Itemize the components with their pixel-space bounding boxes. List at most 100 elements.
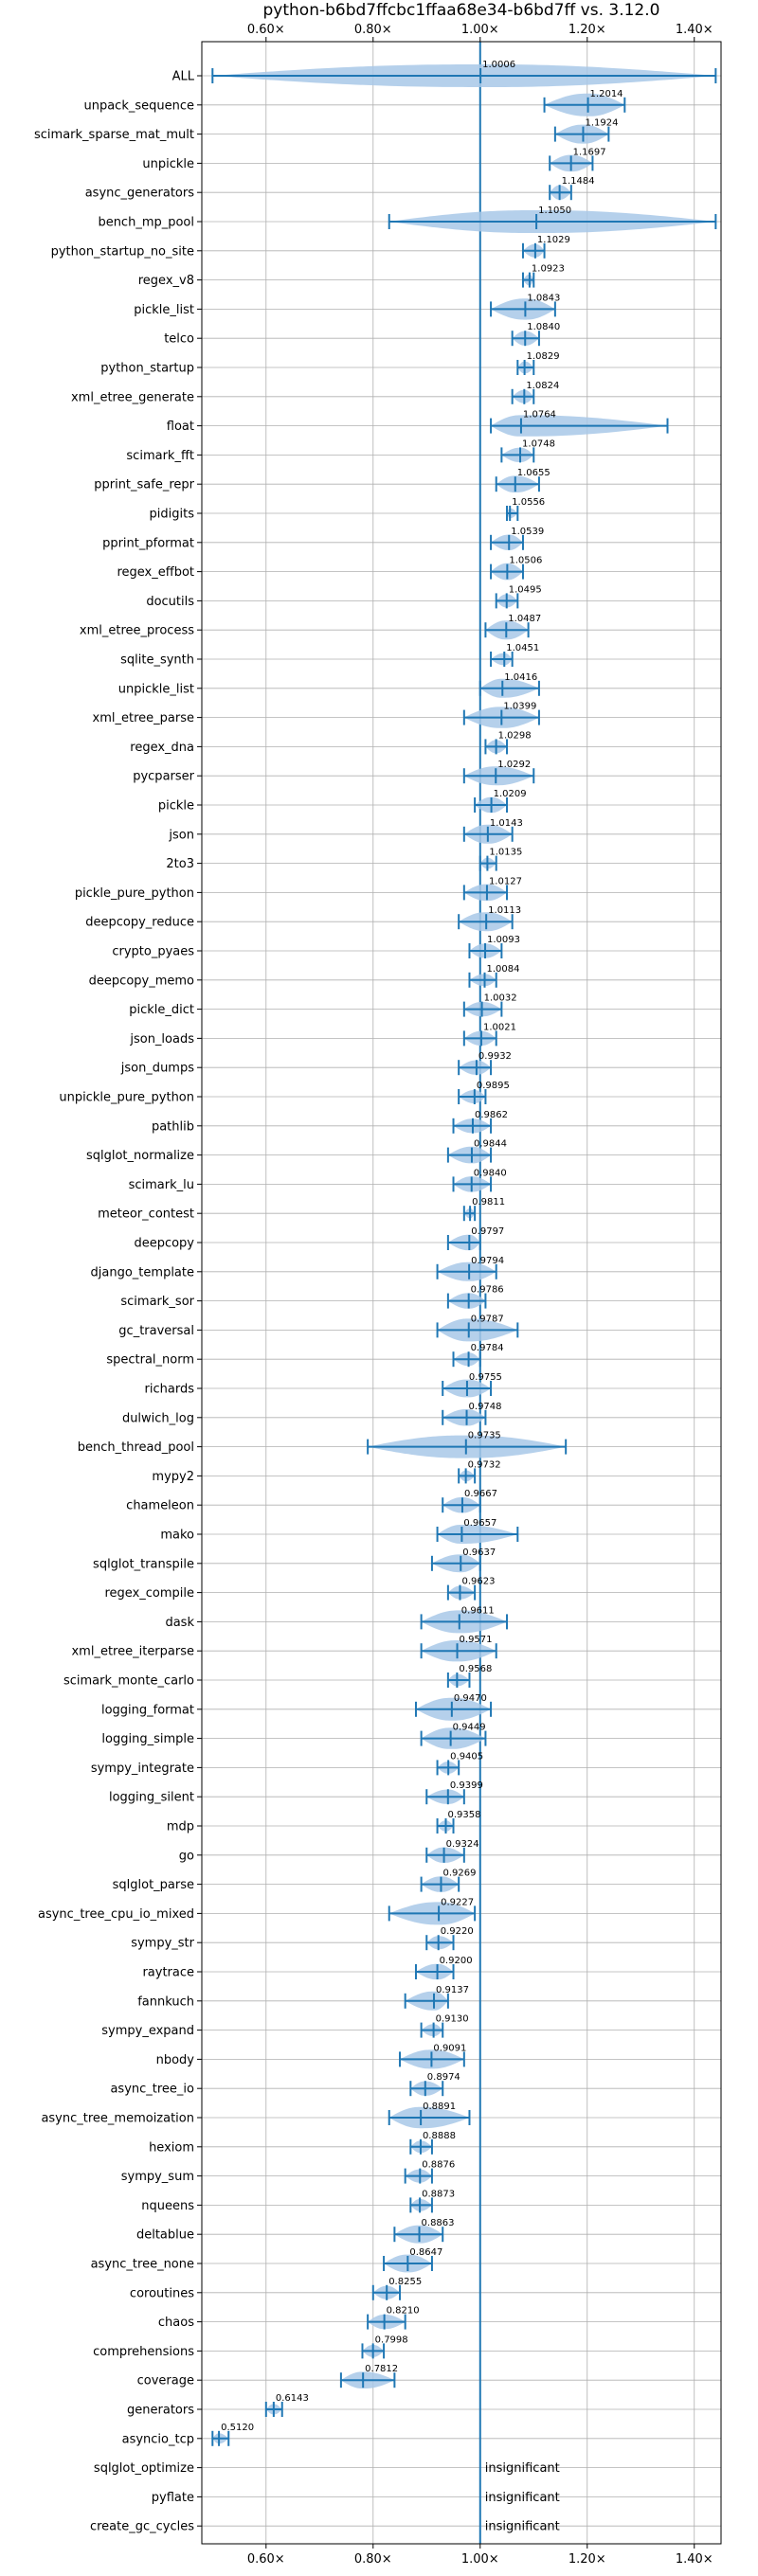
category-label: logging_simple xyxy=(101,1732,194,1746)
value-label: 0.8647 xyxy=(409,2247,442,2258)
value-label: 0.9844 xyxy=(474,1139,507,1150)
category-label: asyncio_tcp xyxy=(122,2432,194,2446)
category-labels: ALL unpack_sequence scimark_sparse_mat_mul… xyxy=(34,70,202,2534)
value-label: 1.1029 xyxy=(537,235,570,245)
category-label: sqlglot_transpile xyxy=(93,1557,194,1571)
category-label: async_tree_io xyxy=(110,2083,194,2097)
category-label: mdp xyxy=(167,1820,194,1834)
category-label: pidigits xyxy=(150,508,195,522)
category-label: django_template xyxy=(91,1265,194,1279)
category-label: xml_etree_parse xyxy=(93,711,194,725)
value-label: 1.0127 xyxy=(489,876,522,886)
value-label: 0.9786 xyxy=(471,1285,504,1296)
x-tick-label-bottom: 0.60× xyxy=(247,2552,285,2567)
value-label: 0.8255 xyxy=(388,2277,422,2287)
category-label: async_generators xyxy=(85,187,195,201)
category-label: coroutines xyxy=(130,2286,194,2300)
value-label: 1.0093 xyxy=(487,935,520,945)
category-label: coverage xyxy=(137,2374,194,2388)
category-label: json_dumps xyxy=(120,1062,194,1076)
violins xyxy=(212,64,716,2444)
category-label: nqueens xyxy=(141,2199,194,2213)
category-label: float xyxy=(167,420,194,434)
value-label: 0.6143 xyxy=(276,2393,309,2404)
category-label: ALL xyxy=(172,70,195,84)
insignificant-label: insignificant xyxy=(485,2461,560,2476)
value-label: 0.8210 xyxy=(387,2306,420,2317)
value-label: 0.9787 xyxy=(471,1314,504,1324)
category-label: sqlglot_parse xyxy=(113,1878,194,1892)
value-label: 0.5120 xyxy=(221,2423,254,2433)
category-label: telco xyxy=(164,332,194,347)
category-label: sympy_sum xyxy=(121,2170,194,2184)
value-label: 0.8873 xyxy=(422,2189,455,2199)
category-label: pyflate xyxy=(152,2491,194,2505)
value-label: 1.0923 xyxy=(532,264,565,275)
value-label: 0.9358 xyxy=(448,1810,481,1820)
category-label: raytrace xyxy=(142,1966,194,1980)
value-label: 0.9748 xyxy=(469,1402,502,1412)
value-label: 1.0113 xyxy=(488,905,521,916)
category-label: pickle_dict xyxy=(129,1003,194,1017)
value-label: 0.9784 xyxy=(471,1343,504,1353)
category-label: mypy2 xyxy=(152,1470,194,1484)
value-label: 0.9797 xyxy=(471,1226,504,1237)
category-label: bench_thread_pool xyxy=(78,1440,194,1455)
value-label: 0.8863 xyxy=(422,2218,455,2228)
value-label: 1.0135 xyxy=(489,848,522,858)
value-label: 0.9862 xyxy=(475,1110,508,1120)
value-label: 0.8888 xyxy=(423,2131,456,2141)
category-label: deltablue xyxy=(136,2228,194,2243)
category-label: logging_format xyxy=(101,1703,194,1717)
x-tick-label-bottom: 0.80× xyxy=(354,2552,392,2567)
category-label: deepcopy xyxy=(134,1237,194,1251)
value-label: 0.9932 xyxy=(478,1051,512,1062)
error-bars xyxy=(211,68,717,2446)
value-label: 1.0824 xyxy=(526,381,559,391)
category-label: unpickle_list xyxy=(118,682,194,696)
category-label: chaos xyxy=(158,2316,194,2330)
category-label: xml_etree_process xyxy=(80,624,194,638)
value-label: 0.9657 xyxy=(463,1518,496,1529)
category-label: hexiom xyxy=(149,2140,194,2155)
category-label: json_loads xyxy=(129,1032,194,1046)
insignificant-label: insignificant xyxy=(485,2520,560,2534)
category-label: unpickle_pure_python xyxy=(59,1091,194,1105)
category-label: sqlite_synth xyxy=(120,653,194,668)
category-label: 2to3 xyxy=(166,857,194,871)
category-label: generators xyxy=(127,2404,194,2418)
value-label: 1.0539 xyxy=(511,527,544,537)
value-label: 0.9324 xyxy=(446,1839,479,1850)
value-label: 0.9091 xyxy=(433,2043,466,2053)
value-label: 0.9735 xyxy=(468,1431,501,1441)
value-label: 0.9405 xyxy=(450,1751,483,1762)
value-label: 0.9840 xyxy=(474,1168,507,1178)
category-label: mako xyxy=(160,1529,194,1543)
value-label: 1.0748 xyxy=(522,438,555,449)
value-label: 1.0655 xyxy=(517,468,550,478)
category-label: scimark_fft xyxy=(126,449,194,463)
value-label: 1.0506 xyxy=(509,556,542,566)
category-label: docutils xyxy=(146,595,194,609)
category-label: sympy_expand xyxy=(101,2024,194,2038)
value-label: 1.1484 xyxy=(562,176,595,187)
value-labels: 1.0006 1.2014 1.1924 1.1697 1.1484 1.1050 1.10… xyxy=(221,60,623,2534)
grid-lines xyxy=(202,42,721,2544)
category-label: pickle xyxy=(158,799,194,814)
category-label: xml_etree_generate xyxy=(71,390,194,404)
category-label: scimark_lu xyxy=(129,1178,194,1192)
value-label: 0.9130 xyxy=(436,2014,469,2025)
value-label: 1.0495 xyxy=(509,584,542,595)
value-label: 0.8974 xyxy=(427,2072,460,2083)
category-label: dask xyxy=(165,1616,194,1630)
x-tick-label-top: 0.80× xyxy=(354,23,392,37)
value-label: 1.0487 xyxy=(508,614,541,624)
value-label: 0.9611 xyxy=(461,1605,495,1616)
value-label: 1.0084 xyxy=(487,964,520,975)
category-label: async_tree_cpu_io_mixed xyxy=(38,1907,194,1922)
value-label: 1.0416 xyxy=(504,672,537,683)
value-label: 0.9895 xyxy=(477,1081,510,1091)
value-label: 0.9449 xyxy=(453,1723,486,1733)
x-tick-label-bottom: 1.00× xyxy=(461,2552,499,2567)
value-label: 1.0209 xyxy=(494,789,527,799)
